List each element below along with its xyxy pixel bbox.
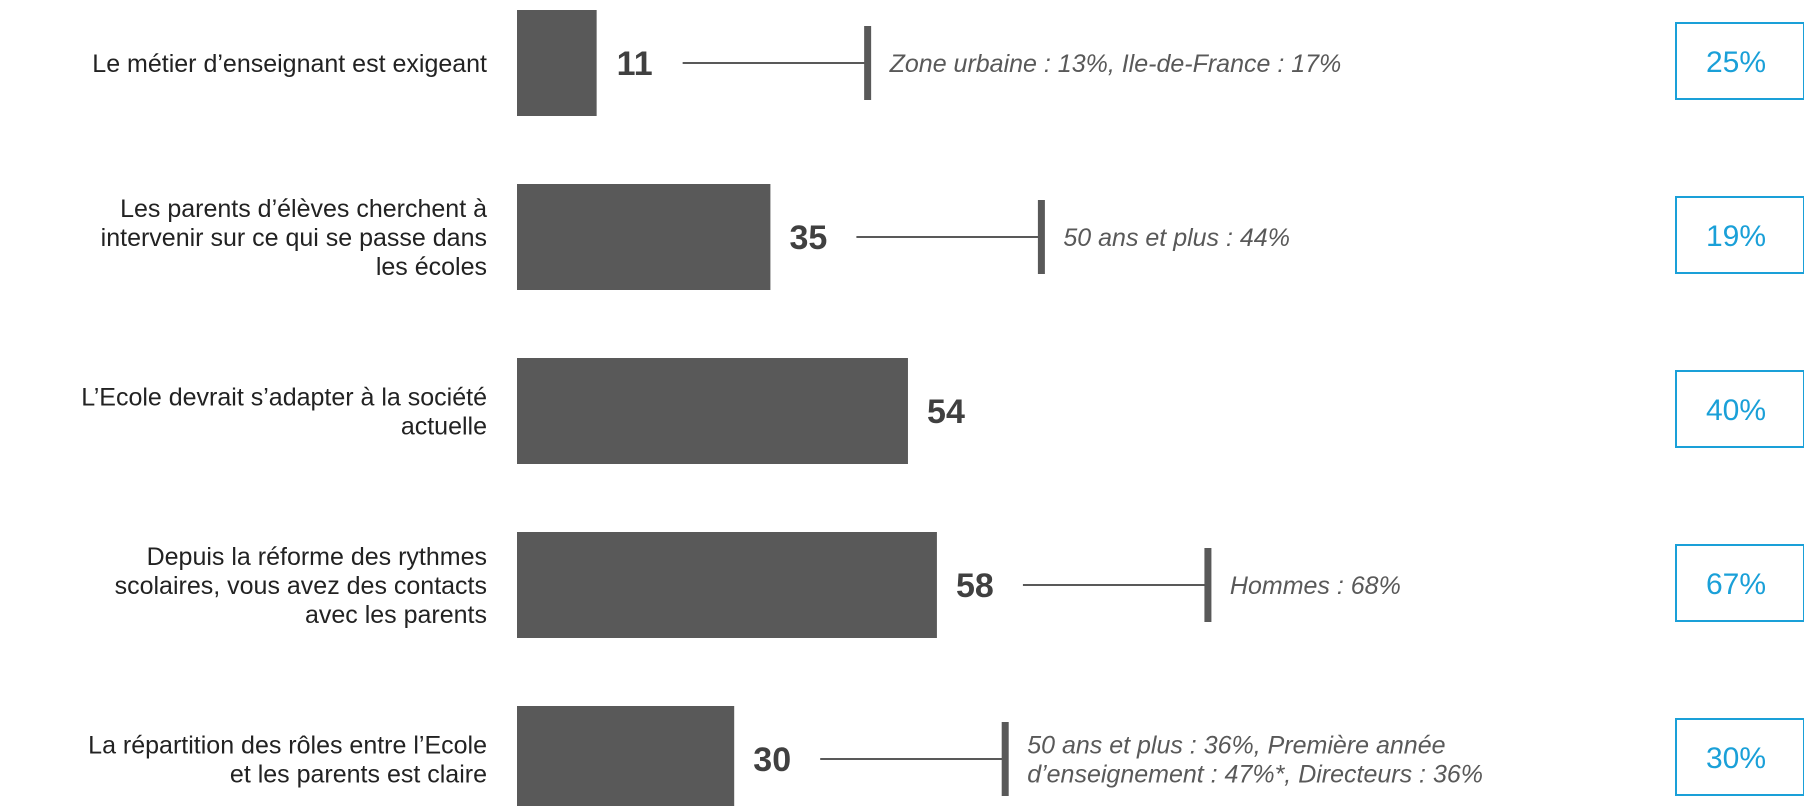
bar-value-label: 30	[753, 741, 791, 779]
bar-row: Depuis la réforme des rythmes scolaires, …	[115, 532, 1804, 638]
annotation-text: Hommes : 68%	[1230, 572, 1401, 600]
bar-value-label: 54	[927, 393, 965, 431]
right-value-label: 40%	[1706, 394, 1766, 427]
category-label-line: Depuis la réforme des rythmes	[147, 543, 487, 571]
right-value-label: 19%	[1706, 220, 1766, 253]
category-label-line: actuelle	[401, 413, 487, 441]
bar	[517, 706, 735, 806]
bar	[517, 10, 597, 116]
annotation-line: 50 ans et plus : 44%	[1063, 224, 1290, 252]
bar-row: L’Ecole devrait s’adapter à la société ac…	[81, 358, 1804, 464]
category-label-line: intervenir sur ce qui se passe dans	[101, 224, 487, 252]
right-value-label: 30%	[1706, 742, 1766, 775]
bar-row: Les parents d’élèves cherchent à interven…	[101, 184, 1804, 290]
bar-row: La répartition des rôles entre l’Ecole et…	[88, 706, 1804, 806]
bar	[517, 358, 908, 464]
annotation-text: Zone urbaine : 13%, Ile-de-France : 17%	[889, 50, 1342, 78]
bar-value-label: 11	[617, 45, 653, 83]
category-label-line: Les parents d’élèves cherchent à	[120, 195, 487, 223]
category-label-line: et les parents est claire	[230, 761, 487, 789]
annotation-line: Hommes : 68%	[1230, 572, 1401, 600]
annotation-line: 50 ans et plus : 36%, Première année	[1027, 732, 1445, 760]
right-value-box	[1675, 196, 1804, 274]
category-label: Depuis la réforme des rythmes scolaires, …	[115, 543, 487, 629]
category-label: La répartition des rôles entre l’Ecole et…	[88, 732, 487, 789]
right-value-label: 25%	[1706, 46, 1766, 79]
category-label-line: L’Ecole devrait s’adapter à la société	[81, 384, 487, 412]
category-label: Le métier d’enseignant est exigeant	[92, 50, 487, 78]
annotation-text: 50 ans et plus : 36%, Première année d’en…	[1027, 732, 1483, 789]
annotation-line: Zone urbaine : 13%, Ile-de-France : 17%	[889, 50, 1342, 78]
category-label-line: scolaires, vous avez des contacts	[115, 572, 487, 600]
bar-value-label: 58	[956, 567, 994, 605]
bar	[517, 532, 937, 638]
category-label-line: avec les parents	[305, 601, 487, 629]
category-label-line: Le métier d’enseignant est exigeant	[92, 50, 487, 78]
category-label: L’Ecole devrait s’adapter à la société ac…	[81, 384, 487, 441]
category-label: Les parents d’élèves cherchent à interven…	[101, 195, 487, 281]
bar-row: Le métier d’enseignant est exigeant 11 Zon…	[92, 10, 1804, 116]
right-value-box	[1675, 370, 1804, 448]
bar	[517, 184, 771, 290]
right-value-box	[1675, 22, 1804, 100]
category-label-line: La répartition des rôles entre l’Ecole	[88, 732, 487, 760]
bar-value-label: 35	[789, 219, 827, 257]
right-value-box	[1675, 718, 1804, 796]
right-value-label: 67%	[1706, 568, 1766, 601]
category-label-line: les écoles	[376, 253, 487, 281]
right-value-box	[1675, 544, 1804, 622]
annotation-text: 50 ans et plus : 44%	[1063, 224, 1290, 252]
annotation-line: d’enseignement : 47%*, Directeurs : 36%	[1027, 761, 1483, 789]
